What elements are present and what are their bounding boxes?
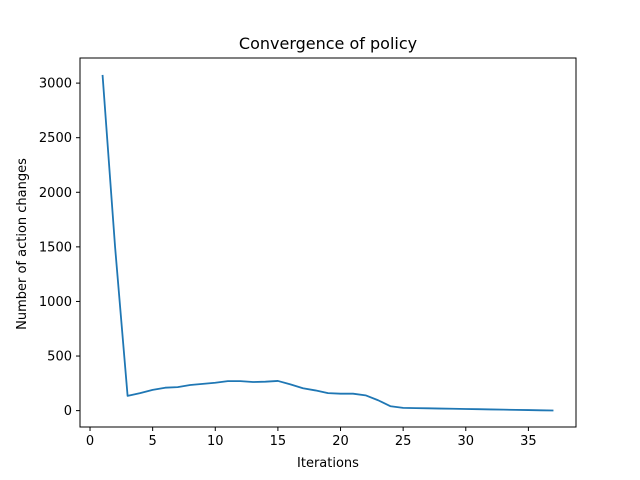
- x-tick-label: 30: [458, 434, 475, 449]
- y-tick-label: 2500: [39, 131, 72, 146]
- y-tick-label: 1000: [39, 295, 72, 310]
- x-axis-label: Iterations: [297, 456, 359, 471]
- x-tick-label: 25: [395, 434, 412, 449]
- x-tick-label: 5: [149, 434, 157, 449]
- axes-frame: [79, 57, 577, 428]
- y-tick-label: 2000: [39, 186, 72, 201]
- y-axis-label: Number of action changes: [15, 158, 30, 330]
- y-axis-ticks: 0 500 1000 1500 2000 2500 3000: [39, 77, 80, 419]
- y-tick-label: 500: [47, 350, 72, 365]
- series-line: [101, 74, 554, 412]
- y-tick-label: 3000: [39, 77, 72, 92]
- plot-area: [101, 74, 554, 412]
- x-tick-label: 20: [332, 434, 349, 449]
- x-tick-label: 10: [207, 434, 224, 449]
- x-tick-label: 0: [86, 434, 94, 449]
- chart-title: Convergence of policy: [239, 34, 417, 53]
- y-tick-label: 1500: [39, 240, 72, 255]
- x-axis-ticks: 0 5 10 15 20 25 30 35: [86, 427, 537, 449]
- x-tick-label: 15: [270, 434, 287, 449]
- x-tick-label: 35: [520, 434, 537, 449]
- y-tick-label: 0: [64, 404, 72, 419]
